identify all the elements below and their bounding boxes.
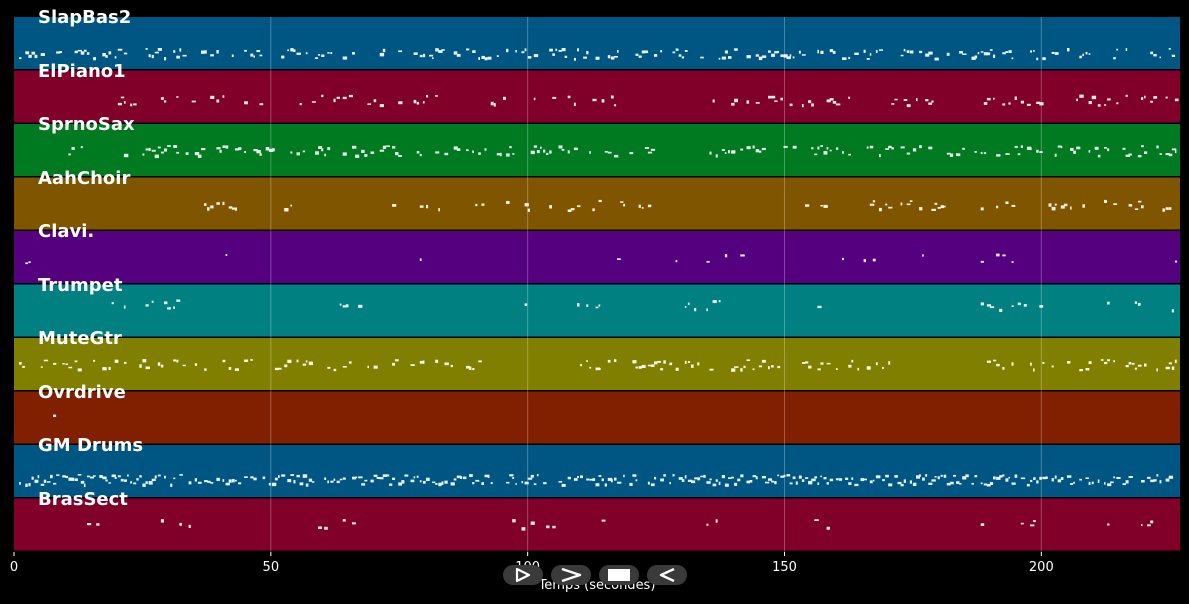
x-tick-label: 50 (262, 560, 280, 575)
track-label: AahChoir (38, 167, 131, 189)
track-row (14, 445, 1180, 497)
note-marks (25, 253, 1178, 265)
track-label: BrasSect (38, 488, 128, 510)
track-label: SlapBas2 (38, 7, 132, 28)
track-label: SprnoSax (38, 114, 135, 135)
x-tick-label: 200 (1028, 560, 1054, 575)
track-row (14, 284, 1180, 337)
note-marks (19, 48, 1176, 61)
note-marks (117, 94, 1179, 108)
track-label: MuteGtr (38, 328, 122, 349)
track-row (14, 177, 1180, 230)
note-marks (68, 145, 1177, 159)
track-label: ElPiano1 (38, 60, 126, 82)
stop-button[interactable] (599, 565, 639, 585)
stop-icon (608, 569, 630, 581)
track-row (14, 498, 1180, 551)
x-tick-label: 0 (9, 560, 19, 575)
note-marks (111, 299, 1174, 313)
note-marks (86, 519, 1154, 531)
x-tick-label: 150 (772, 560, 797, 575)
track-row (14, 391, 1180, 444)
play-outline-icon (515, 568, 531, 582)
track-label: GM Drums (38, 435, 144, 456)
play-button[interactable] (503, 565, 543, 585)
track-row (14, 17, 1180, 69)
note-marks (19, 359, 1177, 372)
track-row (14, 124, 1180, 176)
back-button[interactable] (647, 565, 687, 585)
note-marks (19, 474, 1173, 488)
note-marks (53, 414, 57, 417)
chevron-right-icon (561, 568, 582, 582)
track-row (14, 70, 1180, 123)
track-row (14, 231, 1180, 283)
next-button[interactable] (551, 565, 591, 585)
play-reverse-outline-icon (659, 568, 675, 582)
track-label: Clavi. (38, 221, 95, 242)
track-label: Trumpet (38, 274, 123, 296)
track-row (14, 338, 1180, 390)
track-label: Ovrdrive (38, 381, 126, 403)
note-marks (204, 199, 1172, 212)
